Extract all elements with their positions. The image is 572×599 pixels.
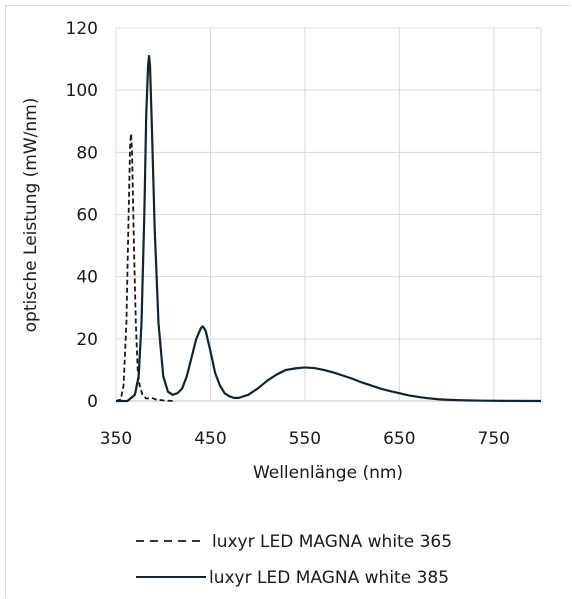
y-tick-label: 40 bbox=[76, 268, 98, 288]
legend: luxyr LED MAGNA white 365 luxyr LED MAGNA… bbox=[136, 532, 452, 588]
y-tick-label: 20 bbox=[76, 330, 98, 350]
y-tick-label: 120 bbox=[66, 19, 98, 39]
x-tick-labels: 350 450 550 650 750 bbox=[100, 429, 510, 449]
x-tick-label: 750 bbox=[478, 429, 510, 449]
y-axis-title: optische Leistung (mW/nm) bbox=[21, 98, 41, 333]
legend-label-2: luxyr LED MAGNA white 385 bbox=[209, 568, 449, 588]
series-line-1 bbox=[115, 132, 173, 402]
series-lines bbox=[115, 54, 542, 403]
y-tick-label: 80 bbox=[76, 143, 98, 163]
legend-label-1: luxyr LED MAGNA white 365 bbox=[212, 532, 452, 552]
series-line-2 bbox=[116, 54, 542, 403]
y-tick-label: 60 bbox=[76, 206, 98, 226]
x-tick-label: 550 bbox=[289, 429, 321, 449]
grid bbox=[115, 27, 542, 402]
x-tick-label: 350 bbox=[100, 429, 132, 449]
x-tick-label: 650 bbox=[383, 429, 415, 449]
x-tick-label: 450 bbox=[194, 429, 226, 449]
y-tick-label: 100 bbox=[66, 81, 98, 101]
x-axis-title: Wellenlänge (nm) bbox=[253, 463, 403, 483]
y-tick-label: 0 bbox=[87, 392, 98, 412]
chart-frame bbox=[5, 5, 571, 598]
y-tick-labels: 0 20 40 60 80 100 120 bbox=[66, 19, 98, 412]
